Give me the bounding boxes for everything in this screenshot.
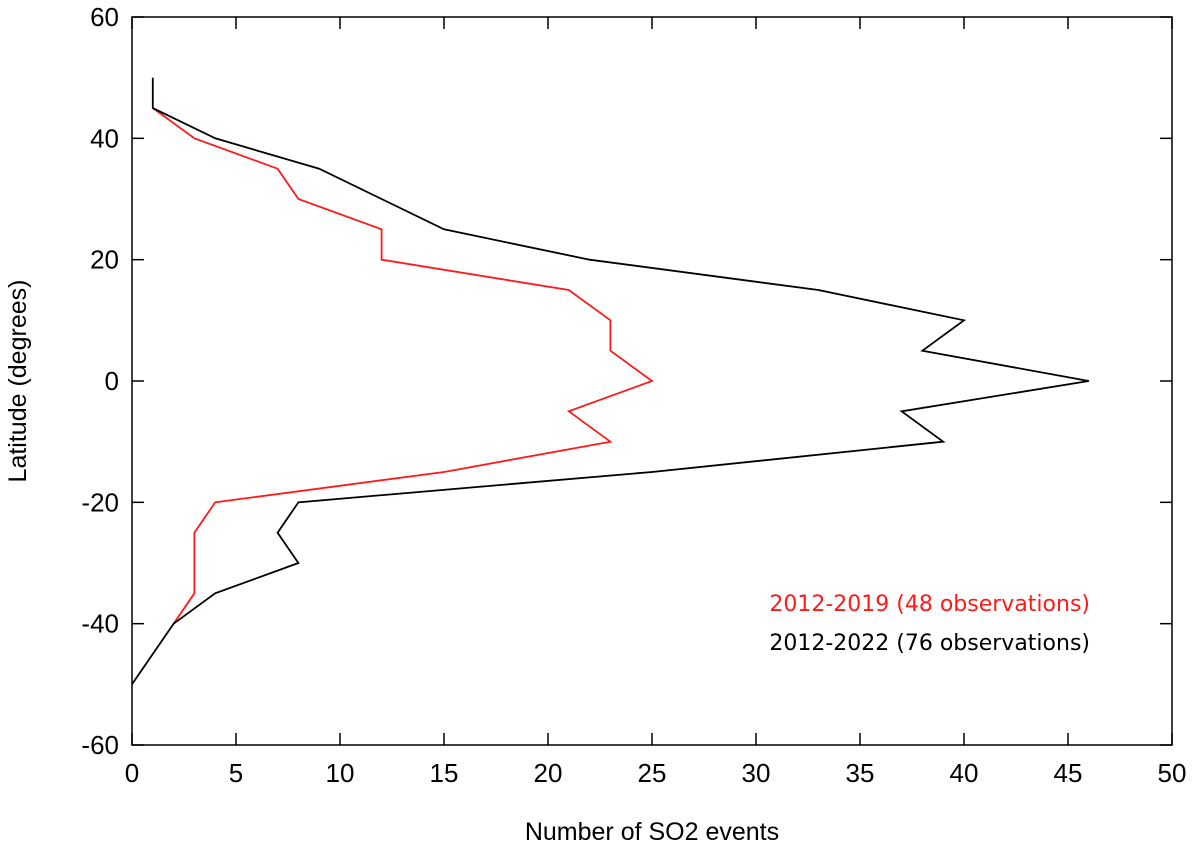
series-line-2012-2022 <box>131 77 1089 685</box>
x-tick-label: 20 <box>534 758 563 788</box>
y-tick-label: 20 <box>90 245 119 275</box>
x-tick-label: 50 <box>1158 758 1187 788</box>
y-tick-label: 40 <box>90 123 119 153</box>
y-tick-label: -40 <box>81 609 119 639</box>
x-tick-label: 30 <box>742 758 771 788</box>
x-tick-label: 15 <box>430 758 459 788</box>
y-tick-label: 60 <box>90 2 119 32</box>
legend-entry-2012-2019: 2012-2019 (48 observations) <box>769 592 1090 617</box>
tick-labels: 0 5 10 15 20 25 30 35 40 45 50 60 40 20 0 -20 -40 -60 <box>81 2 1186 788</box>
ticks <box>131 16 1173 746</box>
x-tick-label: 0 <box>125 758 139 788</box>
x-tick-label: 10 <box>326 758 355 788</box>
y-tick-label: -20 <box>81 487 119 517</box>
series-lines <box>131 77 1089 685</box>
x-tick-label: 35 <box>846 758 875 788</box>
y-tick-label: -60 <box>81 730 119 760</box>
legend-entry-2012-2022: 2012-2022 (76 observations) <box>769 631 1090 656</box>
x-tick-label: 5 <box>229 758 243 788</box>
x-tick-label: 45 <box>1054 758 1083 788</box>
x-tick-label: 25 <box>638 758 667 788</box>
series-line-2012-2019 <box>152 107 654 625</box>
y-tick-label: 0 <box>105 366 119 396</box>
x-tick-label: 40 <box>950 758 979 788</box>
y-axis-title: Latitude (degrees) <box>4 280 32 483</box>
x-axis-title: Number of SO2 events <box>525 818 779 846</box>
